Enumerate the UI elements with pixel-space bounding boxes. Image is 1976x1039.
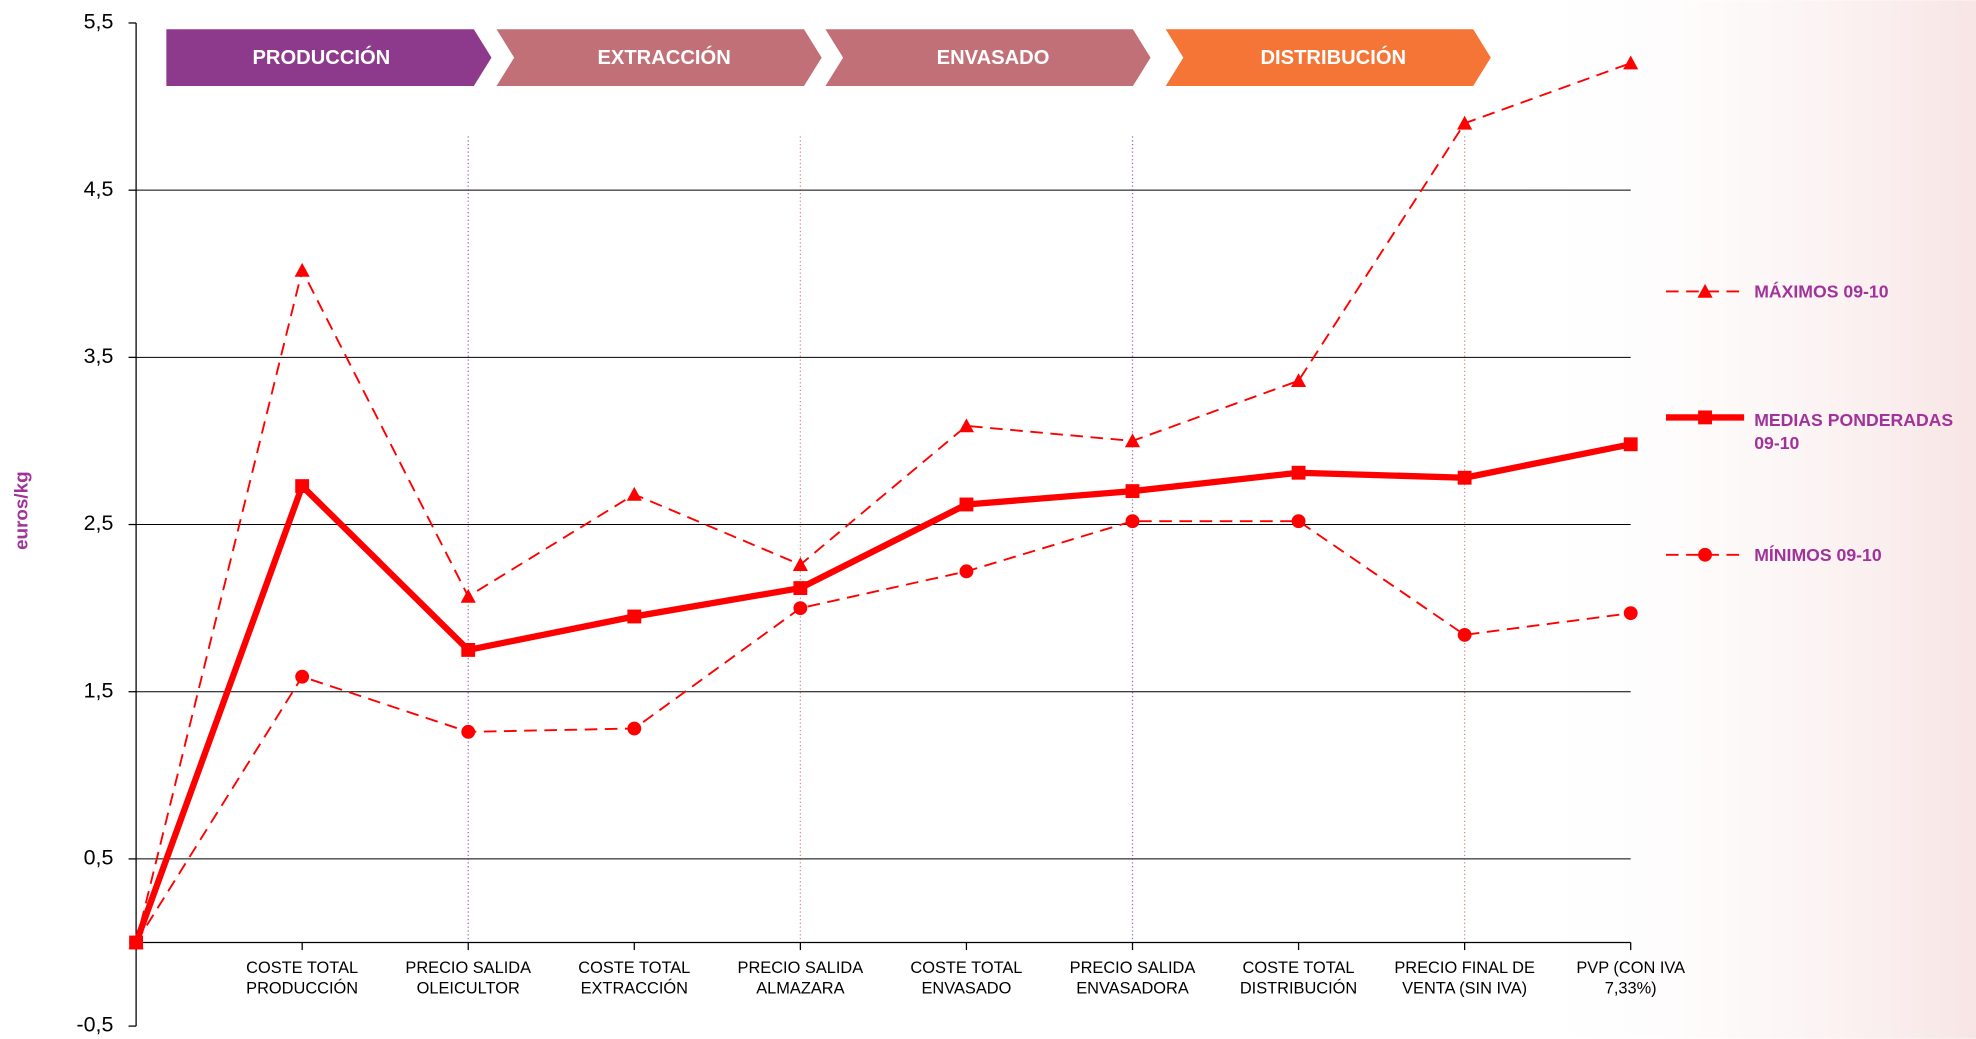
stage-label: EXTRACCIÓN: [597, 45, 730, 69]
point: [793, 581, 808, 596]
point: [1125, 484, 1140, 499]
point: [295, 479, 310, 494]
point: [1457, 115, 1473, 130]
point: [1623, 55, 1639, 70]
legend-label-box: MÁXIMOS 09-10: [1754, 281, 1889, 302]
x-tick-label-box: COSTE TOTAL PRODUCCIÓN: [246, 958, 359, 998]
x-tick-label: PVP (CON IVA 7,33%): [1576, 958, 1686, 998]
legend-label: MÁXIMOS 09-10: [1754, 281, 1889, 302]
legend-label-box: MÍNIMOS 09-10: [1754, 544, 1882, 565]
legend-marker: [1697, 283, 1713, 298]
x-tick-label: COSTE TOTAL PRODUCCIÓN: [246, 958, 359, 998]
point: [461, 724, 476, 739]
stage-banner: [1165, 29, 1491, 86]
x-tick-label-box: PRECIO SALIDA ALMAZARA: [737, 958, 864, 998]
x-tick-label: PRECIO FINAL DE VENTA (SIN IVA): [1394, 958, 1535, 998]
stage-label: ENVASADO: [937, 47, 1050, 69]
series-line: [133, 441, 1632, 944]
x-tick-label: PRECIO SALIDA OLEICULTOR: [405, 958, 532, 998]
point: [460, 588, 476, 603]
point: [1623, 606, 1638, 621]
stage-banner: [825, 29, 1151, 86]
point: [1623, 437, 1638, 452]
point: [1291, 373, 1307, 388]
legend-marker: [1698, 410, 1712, 425]
point: [792, 557, 808, 571]
point: [461, 643, 476, 657]
y-tick-label: 1,5: [84, 678, 114, 702]
x-tick-label: PRECIO SALIDA ENVASADORA: [1069, 958, 1196, 998]
point: [793, 601, 808, 616]
legend-marker: [1698, 547, 1712, 562]
y-tick-label: 3,5: [84, 344, 114, 368]
stage-label: DISTRIBUCIÓN: [1261, 45, 1407, 69]
legend-label: MÍNIMOS 09-10: [1754, 544, 1882, 565]
point: [295, 669, 310, 684]
x-tick-label-box: PRECIO SALIDA OLEICULTOR: [405, 958, 532, 998]
point: [958, 418, 974, 433]
point: [1124, 433, 1141, 448]
background: [1512, 0, 1976, 1039]
point: [626, 486, 642, 501]
point: [294, 262, 310, 277]
point: [1457, 627, 1472, 642]
x-tick-label-box: PVP (CON IVA 7,33%): [1576, 958, 1686, 998]
stage-label: PRODUCCIÓN: [252, 45, 390, 69]
legend-label: MEDIAS PONDERADAS 09-10: [1754, 409, 1954, 453]
series-line: [135, 62, 1632, 943]
x-tick-label-box: PRECIO SALIDA ENVASADORA: [1069, 958, 1196, 998]
y-tick-label: 5,5: [84, 10, 114, 34]
y-tick-label: -0,5: [77, 1013, 114, 1037]
y-tick-label: 0,5: [84, 846, 114, 870]
x-tick-label: COSTE TOTAL EXTRACCIÓN: [578, 958, 691, 998]
point: [959, 497, 974, 512]
stage-banner: [166, 29, 492, 86]
point: [1125, 514, 1140, 529]
y-tick-label: 2,5: [84, 511, 114, 535]
x-tick-label: COSTE TOTAL ENVASADO: [910, 958, 1023, 998]
x-tick-label-box: PRECIO FINAL DE VENTA (SIN IVA): [1394, 958, 1535, 998]
point: [1457, 470, 1472, 485]
point: [627, 609, 642, 624]
point: [1291, 465, 1306, 480]
point: [959, 564, 974, 579]
x-tick-label-box: COSTE TOTAL DISTRIBUCIÓN: [1239, 958, 1358, 998]
point: [1291, 514, 1306, 529]
x-tick-label: COSTE TOTAL DISTRIBUCIÓN: [1239, 958, 1358, 998]
point: [129, 935, 144, 950]
x-tick-label-box: COSTE TOTAL ENVASADO: [910, 958, 1023, 998]
x-tick-label: PRECIO SALIDA ALMAZARA: [737, 958, 864, 998]
y-axis-label: euros/kg: [12, 471, 33, 550]
x-tick-label-box: COSTE TOTAL EXTRACCIÓN: [578, 958, 691, 998]
series-line: [135, 520, 1631, 944]
stage-banner: [496, 29, 822, 86]
y-tick-label: 4,5: [84, 177, 114, 201]
legend-label-box: MEDIAS PONDERADAS 09-10: [1754, 409, 1954, 453]
point: [627, 721, 642, 736]
